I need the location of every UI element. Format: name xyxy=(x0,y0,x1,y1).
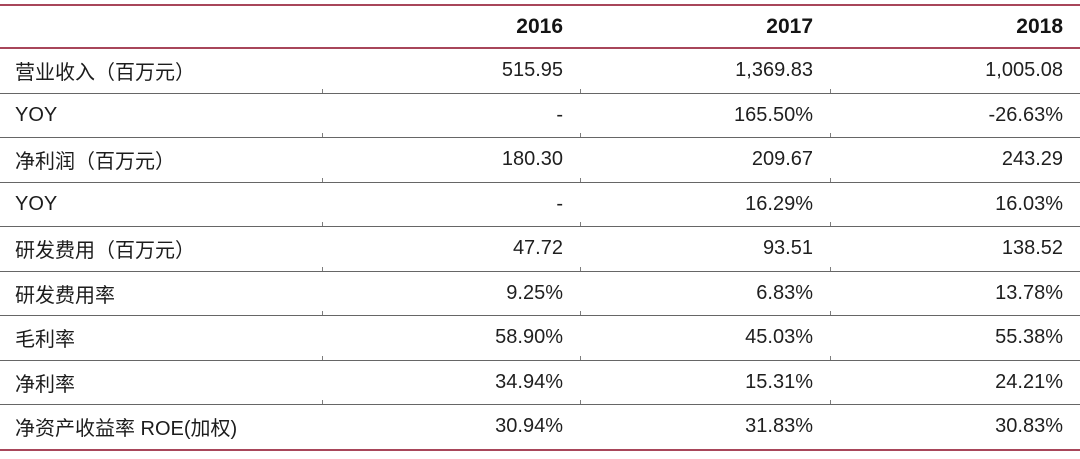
cell-value: 180.30 xyxy=(322,137,580,183)
row-label: 净利率 xyxy=(0,360,322,405)
table-row: 净利率 34.94% 15.31% 24.21% xyxy=(0,360,1080,405)
cell-value: 243.29 xyxy=(830,137,1080,183)
table-row: 研发费用率 9.25% 6.83% 13.78% xyxy=(0,271,1080,316)
header-year-2016: 2016 xyxy=(322,4,580,49)
row-label: 净资产收益率 ROE(加权) xyxy=(0,404,322,451)
header-year-2018: 2018 xyxy=(830,4,1080,49)
cell-value: 31.83% xyxy=(580,404,830,451)
cell-value: 165.50% xyxy=(580,93,830,138)
cell-value: 13.78% xyxy=(830,271,1080,316)
table-row: 毛利率 58.90% 45.03% 55.38% xyxy=(0,315,1080,361)
financial-metrics-table: 2016 2017 2018 营业收入（百万元） 515.95 1,369.83… xyxy=(0,4,1080,451)
cell-value: 55.38% xyxy=(830,315,1080,361)
row-label: YOY xyxy=(0,182,322,227)
cell-value: -26.63% xyxy=(830,93,1080,138)
cell-value: 209.67 xyxy=(580,137,830,183)
cell-value: 9.25% xyxy=(322,271,580,316)
header-row: 2016 2017 2018 xyxy=(0,4,1080,49)
table-header: 2016 2017 2018 xyxy=(0,4,1080,49)
row-label: 研发费用（百万元） xyxy=(0,226,322,272)
row-label: 净利润（百万元） xyxy=(0,137,322,183)
cell-value: 45.03% xyxy=(580,315,830,361)
row-label: 营业收入（百万元） xyxy=(0,48,322,94)
cell-value: 47.72 xyxy=(322,226,580,272)
row-label: 研发费用率 xyxy=(0,271,322,316)
cell-value: 34.94% xyxy=(322,360,580,405)
cell-value: 30.83% xyxy=(830,404,1080,451)
cell-value: 58.90% xyxy=(322,315,580,361)
cell-value: 24.21% xyxy=(830,360,1080,405)
cell-value: 16.29% xyxy=(580,182,830,227)
table-row: 营业收入（百万元） 515.95 1,369.83 1,005.08 xyxy=(0,48,1080,94)
cell-value: 93.51 xyxy=(580,226,830,272)
table-row: YOY - 165.50% -26.63% xyxy=(0,93,1080,138)
table-body: 营业收入（百万元） 515.95 1,369.83 1,005.08 YOY -… xyxy=(0,48,1080,451)
cell-value: - xyxy=(322,93,580,138)
table-row: 净利润（百万元） 180.30 209.67 243.29 xyxy=(0,137,1080,183)
row-label: YOY xyxy=(0,93,322,138)
cell-value: 1,005.08 xyxy=(830,48,1080,94)
cell-value: 6.83% xyxy=(580,271,830,316)
cell-value: 15.31% xyxy=(580,360,830,405)
cell-value: 30.94% xyxy=(322,404,580,451)
row-label: 毛利率 xyxy=(0,315,322,361)
cell-value: 1,369.83 xyxy=(580,48,830,94)
cell-value: 16.03% xyxy=(830,182,1080,227)
header-year-2017: 2017 xyxy=(580,4,830,49)
header-blank-cell xyxy=(0,4,322,49)
cell-value: 138.52 xyxy=(830,226,1080,272)
table-row: 净资产收益率 ROE(加权) 30.94% 31.83% 30.83% xyxy=(0,404,1080,451)
cell-value: - xyxy=(322,182,580,227)
cell-value: 515.95 xyxy=(322,48,580,94)
table-row: 研发费用（百万元） 47.72 93.51 138.52 xyxy=(0,226,1080,272)
table-row: YOY - 16.29% 16.03% xyxy=(0,182,1080,227)
